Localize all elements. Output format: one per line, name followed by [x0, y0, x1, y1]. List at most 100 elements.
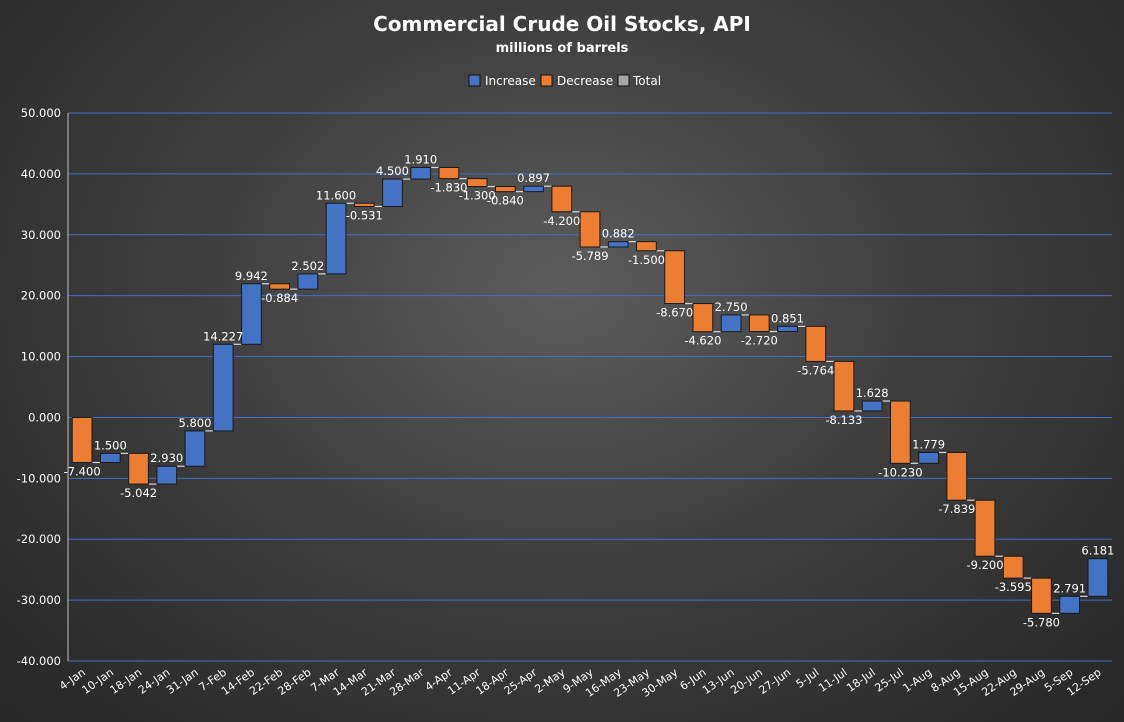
- y-axis-tick-labels: 50.000 40.000 30.000 20.000 10.000 0.000 -10.0…: [17, 106, 61, 668]
- data-label: 5.800: [179, 416, 212, 430]
- x-tick-label: 10-Jan: [79, 666, 116, 697]
- bar-decrease: [128, 452, 149, 485]
- x-axis-tick-labels: 4-Jan10-Jan18-Jan24-Jan31-Jan7-Feb14-Feb…: [57, 666, 1104, 700]
- data-label: 1.628: [856, 386, 889, 400]
- bar-increase: [861, 400, 883, 412]
- bar-decrease: [579, 211, 601, 248]
- bar-increase: [297, 273, 319, 290]
- bar-increase: [410, 166, 432, 180]
- chart-subtitle: millions of barrels: [496, 41, 629, 56]
- data-label: -1.830: [430, 181, 467, 195]
- x-tick-label: 11-Jul: [816, 666, 850, 695]
- bar-decrease: [748, 314, 770, 333]
- x-tick-label: 1-Aug: [900, 666, 934, 695]
- data-label: -2.720: [741, 334, 778, 348]
- bar-decrease: [664, 250, 686, 305]
- x-tick-label: 18-Jan: [108, 666, 145, 697]
- bar-decrease: [946, 451, 968, 501]
- bar-increase: [99, 452, 121, 464]
- data-label: -7.400: [64, 465, 101, 479]
- x-tick-label: 25-Apr: [502, 666, 540, 698]
- data-label: -10.230: [878, 465, 922, 479]
- bar-decrease: [805, 325, 827, 362]
- data-label: -4.620: [684, 334, 721, 348]
- bar-increase: [918, 451, 939, 464]
- data-label: 1.910: [404, 152, 437, 166]
- bar-decrease: [692, 303, 714, 333]
- data-label: 0.882: [602, 227, 635, 241]
- data-label: 4.500: [376, 164, 409, 178]
- data-label: -3.595: [995, 580, 1032, 594]
- y-tick-label: -10.000: [17, 471, 61, 485]
- bar-increase: [241, 283, 262, 345]
- data-label: 9.942: [235, 269, 268, 283]
- y-tick-label: 20.000: [21, 289, 61, 303]
- bar-decrease: [269, 283, 290, 290]
- data-label: 2.930: [150, 451, 183, 465]
- data-label: -0.840: [487, 194, 524, 208]
- bar-increase: [523, 185, 544, 193]
- bar-decrease: [466, 178, 488, 188]
- legend-label-total: Total: [632, 74, 661, 88]
- bar-decrease: [71, 416, 93, 464]
- bar-decrease: [890, 400, 911, 464]
- data-label: -9.200: [966, 558, 1003, 572]
- data-label: -1.500: [628, 253, 665, 267]
- data-label: -8.133: [825, 413, 862, 427]
- legend-swatch-total: [617, 74, 630, 87]
- bar-decrease: [974, 499, 996, 557]
- bars: [71, 166, 1109, 614]
- data-label: 6.181: [1081, 544, 1114, 558]
- x-tick-label: 31-Jan: [164, 666, 201, 697]
- x-tick-label: 24-Jan: [136, 666, 173, 697]
- bar-increase: [382, 178, 403, 208]
- data-label: -5.780: [1023, 615, 1060, 629]
- data-label: 2.502: [291, 259, 324, 273]
- x-tick-label: 27-Jun: [756, 666, 793, 697]
- bar-decrease: [551, 185, 573, 213]
- data-label: 2.791: [1053, 581, 1086, 595]
- data-label: -7.839: [938, 502, 975, 516]
- data-label: 1.779: [912, 437, 945, 451]
- bar-decrease: [636, 241, 657, 252]
- data-label: 11.600: [316, 188, 356, 202]
- data-label: -5.042: [120, 486, 157, 500]
- bar-decrease: [494, 186, 516, 193]
- bar-decrease: [833, 360, 855, 412]
- y-tick-label: 50.000: [21, 106, 61, 120]
- data-label: 2.750: [715, 300, 748, 314]
- chart-title: Commercial Crude Oil Stocks, API: [373, 12, 751, 36]
- x-tick-label: 18-Jul: [844, 666, 878, 695]
- data-label: -5.764: [797, 363, 834, 377]
- y-tick-label: 30.000: [21, 228, 61, 242]
- legend-label-decrease: Decrease: [557, 74, 613, 88]
- data-label: -0.884: [261, 291, 298, 305]
- data-labels: -7.400 1.500 -5.042 2.930 5.800 14.227 9.942 -0…: [64, 152, 1115, 629]
- bar-increase: [156, 465, 178, 485]
- data-label: -5.789: [571, 249, 608, 263]
- bar-decrease: [1002, 555, 1024, 579]
- legend-label-increase: Increase: [485, 74, 536, 88]
- legend-swatch-increase: [468, 74, 481, 87]
- data-label: -0.531: [346, 209, 383, 223]
- data-label: 1.500: [94, 438, 127, 452]
- bar-decrease: [353, 202, 375, 208]
- legend: Increase Decrease Total: [468, 74, 661, 88]
- y-tick-label: 0.000: [28, 410, 61, 424]
- bar-increase: [325, 202, 347, 275]
- bar-increase: [184, 430, 206, 467]
- bar-increase: [1059, 595, 1081, 614]
- data-label: -4.200: [543, 214, 580, 228]
- y-tick-label: 10.000: [21, 350, 61, 364]
- bar-increase: [607, 241, 629, 248]
- bar-increase: [212, 343, 234, 432]
- bar-increase: [777, 325, 798, 333]
- y-tick-label: -20.000: [17, 532, 61, 546]
- data-label: 0.897: [517, 171, 550, 185]
- x-tick-label: 25-Jul: [873, 666, 907, 695]
- data-label: 0.851: [771, 311, 804, 325]
- y-tick-label: -40.000: [17, 654, 61, 668]
- y-tick-label: -30.000: [17, 593, 61, 607]
- y-tick-label: 40.000: [21, 167, 61, 181]
